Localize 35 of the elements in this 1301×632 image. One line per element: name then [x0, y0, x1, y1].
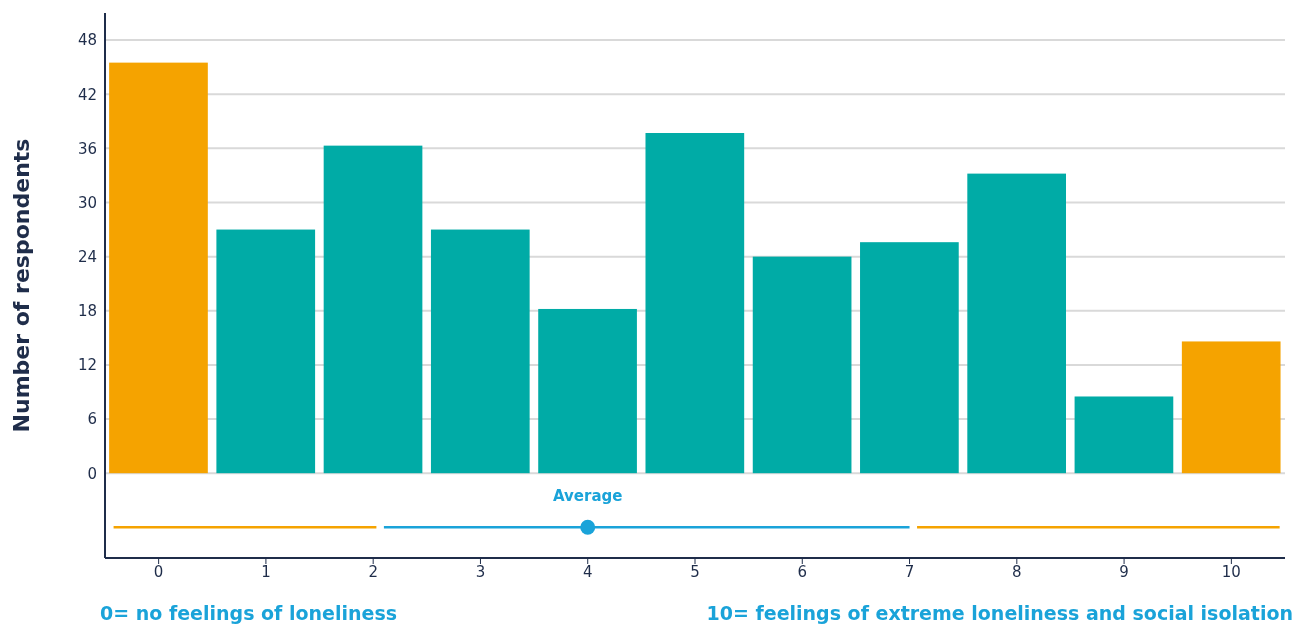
bar	[1074, 396, 1174, 474]
x-tick-label: 7	[904, 562, 915, 581]
x-tick-label: 10	[1221, 562, 1241, 581]
y-tick-label: 30	[77, 193, 97, 212]
x-tick-label: 4	[582, 562, 593, 581]
text: 10= feelings of extreme loneliness and social isolation	[706, 602, 1293, 624]
y-tick-label: 36	[77, 139, 97, 158]
bar	[860, 242, 959, 474]
series-label: Average	[552, 487, 623, 506]
bar	[752, 256, 852, 474]
y-tick-label: 24	[77, 247, 97, 266]
bar	[538, 308, 637, 474]
x-tick-label: 1	[261, 562, 271, 581]
y-tick-label: 12	[77, 356, 97, 375]
bar	[323, 145, 423, 474]
y-tick-label: 18	[77, 302, 97, 321]
y-tick-label: 48	[77, 31, 97, 50]
x-tick-label: 5	[690, 562, 700, 581]
bar	[109, 62, 208, 474]
y-tick-label: 0	[87, 464, 97, 483]
x-tick-label: 6	[797, 562, 808, 581]
x-tick-label: 9	[1119, 562, 1129, 581]
y-tick-label: 42	[77, 85, 97, 104]
y-axis-title: Number of respondents	[8, 138, 34, 433]
text: 0= no feelings of loneliness	[100, 602, 398, 624]
x-tick-label: 2	[368, 562, 378, 581]
bar	[216, 229, 316, 474]
x-tick-label: 3	[475, 562, 486, 581]
x-tick-label: 8	[1012, 562, 1022, 581]
x-tick-label: 0	[153, 562, 164, 581]
bar	[430, 229, 530, 474]
bar	[645, 133, 745, 474]
y-tick-label: 6	[87, 410, 97, 429]
bar	[1181, 341, 1281, 474]
bar	[967, 173, 1066, 474]
